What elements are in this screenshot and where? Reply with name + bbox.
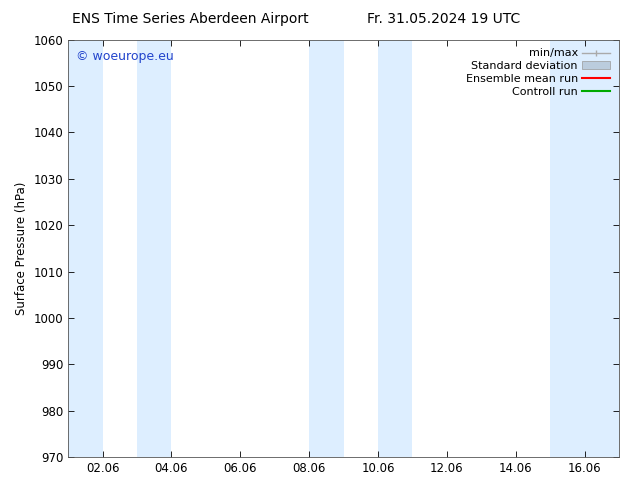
Bar bbox=[378, 40, 413, 457]
Y-axis label: Surface Pressure (hPa): Surface Pressure (hPa) bbox=[15, 182, 28, 315]
Bar bbox=[137, 40, 171, 457]
Legend: min/max, Standard deviation, Ensemble mean run, Controll run: min/max, Standard deviation, Ensemble me… bbox=[462, 45, 614, 100]
Text: Fr. 31.05.2024 19 UTC: Fr. 31.05.2024 19 UTC bbox=[367, 12, 521, 26]
Text: © woeurope.eu: © woeurope.eu bbox=[77, 50, 174, 63]
Bar bbox=[550, 40, 585, 457]
Bar bbox=[68, 40, 103, 457]
Bar bbox=[585, 40, 619, 457]
Bar bbox=[309, 40, 344, 457]
Text: ENS Time Series Aberdeen Airport: ENS Time Series Aberdeen Airport bbox=[72, 12, 309, 26]
